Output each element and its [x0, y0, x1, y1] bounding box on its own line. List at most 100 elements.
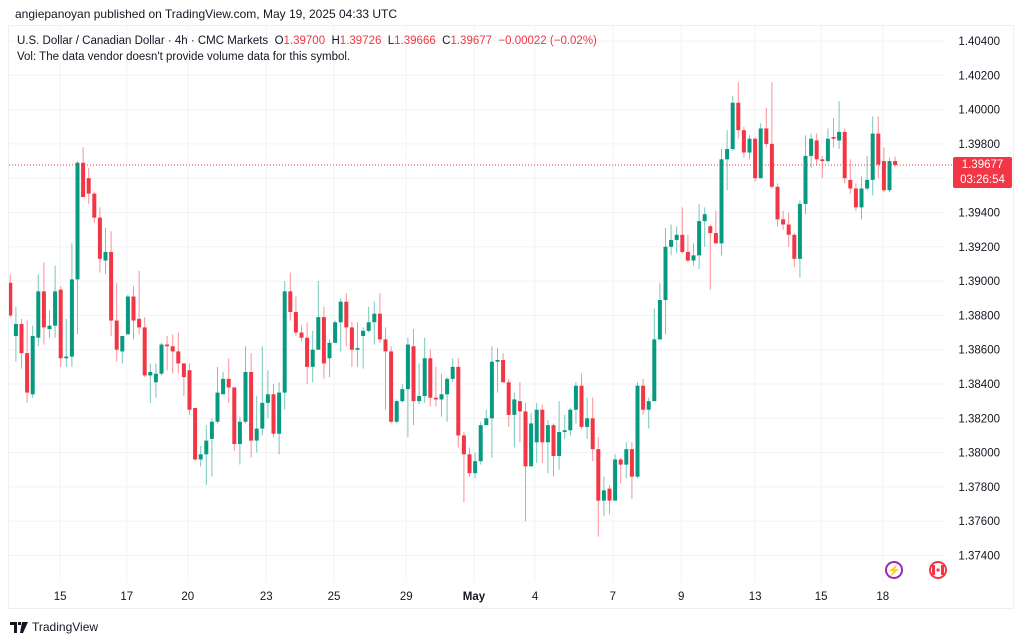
candle-body: [58, 289, 63, 359]
candle-body: [383, 339, 388, 352]
candle: [831, 118, 836, 148]
candle-body: [198, 454, 203, 460]
candle: [848, 159, 853, 194]
candle: [47, 310, 52, 338]
candle: [9, 274, 13, 318]
time-tick-label: 29: [400, 591, 413, 603]
candle-body: [680, 234, 685, 252]
candle-body: [103, 251, 108, 261]
tradingview-logo[interactable]: TradingView: [10, 620, 98, 634]
canada-flag-icon[interactable]: [929, 561, 947, 579]
candle: [697, 203, 702, 270]
open-label: O: [274, 35, 284, 47]
candle: [232, 387, 237, 451]
candle-body: [400, 389, 405, 402]
candle: [747, 135, 752, 160]
candle: [652, 308, 657, 402]
price-tick-label: 1.39800: [958, 139, 1000, 151]
candle: [92, 191, 97, 223]
last-price: 1.39677: [961, 159, 1004, 171]
candle: [797, 200, 802, 278]
price-tick-label: 1.40400: [958, 36, 1000, 48]
candle-body: [75, 162, 80, 280]
candle: [725, 130, 730, 191]
candle: [277, 382, 282, 455]
candle: [719, 149, 724, 256]
candle-body: [271, 394, 276, 434]
candle: [495, 347, 500, 393]
time-tick-label: 13: [749, 591, 762, 603]
time-tick-label: 7: [610, 591, 616, 603]
candle-body: [517, 401, 522, 412]
time-axis: 15 17 20 23 25 29 May 4 7 9 13 15 18: [54, 591, 889, 603]
price-axis: 1.40400 1.40200 1.40000 1.39800 1.39400 1.392…: [958, 36, 1000, 563]
candle: [198, 445, 203, 467]
candle: [377, 293, 382, 343]
candle-body: [69, 279, 74, 357]
time-tick-label: 15: [815, 591, 828, 603]
candle: [489, 346, 494, 458]
candle: [361, 327, 366, 369]
candle: [557, 401, 562, 470]
candle-body: [97, 217, 102, 259]
candle-body: [786, 224, 791, 235]
candle-body: [529, 423, 534, 467]
price-tick-label: 1.40200: [958, 70, 1000, 82]
candle: [736, 82, 741, 139]
candle: [159, 342, 164, 376]
candle-body: [657, 299, 662, 340]
candle: [825, 128, 830, 163]
time-tick-label: 9: [678, 591, 684, 603]
candle-body: [713, 233, 718, 244]
candle-body: [691, 255, 696, 261]
candle: [551, 423, 556, 477]
candle: [305, 322, 310, 384]
candle: [713, 210, 718, 244]
candle-body: [299, 332, 304, 338]
candle-body: [30, 335, 35, 395]
candle: [803, 135, 808, 215]
price-tick-label: 1.37800: [958, 482, 1000, 494]
candle: [209, 418, 214, 477]
candle-body: [489, 361, 494, 419]
candle: [86, 167, 91, 204]
candle-body: [495, 359, 500, 362]
candle-body: [725, 149, 730, 160]
candle-body: [428, 358, 433, 398]
candle-body: [685, 251, 690, 261]
candle-body: [142, 327, 147, 376]
candle: [613, 454, 618, 501]
candle-body: [573, 385, 578, 410]
candle-body: [19, 323, 24, 354]
candle: [517, 382, 522, 443]
candle-body: [809, 138, 814, 156]
candle: [131, 286, 136, 340]
candle-body: [545, 425, 550, 443]
candle: [265, 370, 270, 419]
candle: [870, 116, 875, 196]
candle-body: [551, 425, 556, 457]
candle-body: [321, 317, 326, 364]
candle-body: [293, 311, 298, 333]
candle-body: [445, 378, 450, 395]
candle: [809, 133, 814, 168]
candles: [9, 82, 898, 537]
candle-body: [450, 366, 455, 379]
candle: [170, 334, 175, 374]
candle-body: [372, 313, 377, 323]
candle-body: [265, 394, 270, 403]
candle: [204, 425, 209, 486]
candle: [428, 349, 433, 407]
candle: [730, 95, 735, 151]
candle-body: [467, 454, 472, 474]
lightning-icon[interactable]: ⚡: [885, 561, 903, 579]
candle: [837, 101, 842, 150]
candle: [562, 414, 567, 439]
candle-body: [775, 186, 780, 220]
candle: [859, 176, 864, 220]
candle: [69, 243, 74, 367]
price-tick-label: 1.38600: [958, 345, 1000, 357]
candle-body: [176, 351, 181, 364]
candle-body: [254, 428, 259, 441]
